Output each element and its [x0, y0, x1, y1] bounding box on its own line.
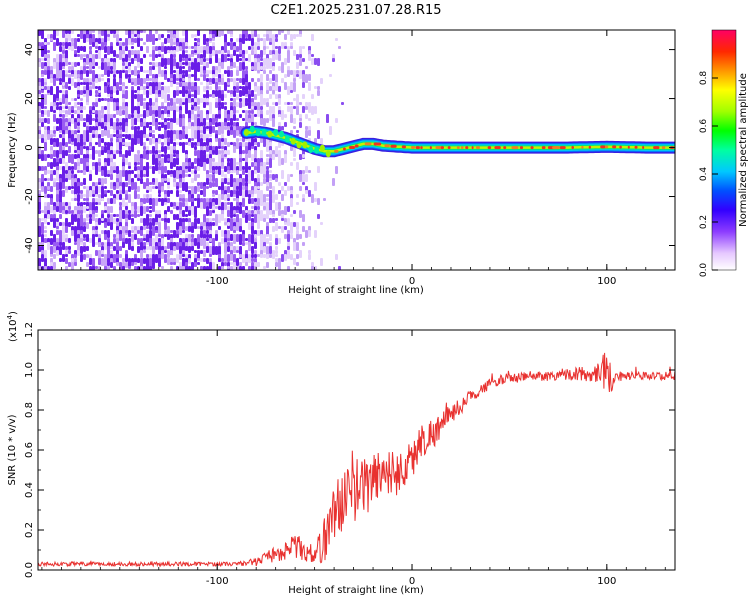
spectrogram-ticks: -100 0 100 40 20 0 -20 -40	[24, 30, 675, 287]
spectrogram-ytick-label: -20	[24, 188, 35, 204]
snr-multiplier-base: (x10	[8, 319, 19, 342]
spectrogram-frame	[37, 29, 676, 271]
spectrogram-xtick-label: -100	[206, 276, 229, 287]
snr-multiplier: (x104)	[6, 311, 19, 342]
chart-title: C2E1.2025.231.07.28.R15	[270, 3, 441, 18]
snr-ytick-label: 0.8	[24, 402, 35, 418]
spectrogram-ytick-label: 20	[24, 92, 35, 105]
snr-ytick-label: 1.2	[24, 322, 35, 338]
spectrogram-signal-track	[240, 125, 675, 158]
spectrogram-ytick-label: 40	[24, 43, 35, 56]
spectrogram-xtick-label: 100	[597, 276, 616, 287]
snr-xtick-label: 0	[409, 576, 415, 587]
snr-frame	[37, 329, 676, 571]
colorbar: 0.0 0.2 0.4 0.6 0.8 Normalized spectral ampl…	[699, 29, 749, 278]
snr-panel: -100 0 100 0.0 0.2 0.4 0.6 0.8 1.0 1.2 Height of …	[6, 311, 676, 596]
colorbar-tick-label: 0.2	[699, 215, 709, 229]
snr-multiplier-close: )	[8, 311, 19, 315]
snr-ylabel: SNR (10 * v/v)	[7, 414, 18, 485]
colorbar-ticks: 0.0 0.2 0.4 0.6 0.8	[699, 71, 718, 278]
colorbar-tick-label: 0.4	[699, 167, 709, 182]
snr-xtick-label: 100	[597, 576, 616, 587]
colorbar-label: Normalized spectral amplitude	[738, 73, 749, 227]
spectrogram-ylabel: Frequency (Hz)	[7, 112, 18, 188]
snr-ytick-label: 1.0	[24, 362, 35, 378]
snr-xtick-label: -100	[206, 576, 229, 587]
snr-xlabel: Height of straight line (km)	[288, 585, 424, 596]
spectrogram-panel: -100 0 100 40 20 0 -20 -40 Height of straight l…	[7, 29, 676, 296]
snr-series-line	[38, 352, 675, 568]
spectrogram-ytick-label: -40	[24, 237, 35, 253]
snr-ytick-label: 0.6	[24, 442, 35, 458]
colorbar-gradient	[711, 29, 737, 271]
colorbar-tick-label: 0.6	[699, 119, 709, 134]
spectrogram-xlabel: Height of straight line (km)	[288, 285, 424, 296]
spectrogram-xtick-label: 0	[409, 276, 415, 287]
snr-ytick-label: 0.0	[24, 562, 35, 578]
spectrogram-ytick-label: 0	[24, 144, 35, 150]
snr-ytick-label: 0.4	[24, 482, 35, 498]
snr-ytick-label: 0.2	[24, 522, 35, 538]
snr-ticks: -100 0 100 0.0 0.2 0.4 0.6 0.8 1.0 1.2	[24, 322, 675, 587]
colorbar-tick-label: 0.0	[699, 263, 709, 278]
snr-multiplier-exp: 4	[6, 314, 14, 319]
colorbar-tick-label: 0.8	[699, 71, 709, 86]
spectrogram-noise	[38, 30, 344, 270]
